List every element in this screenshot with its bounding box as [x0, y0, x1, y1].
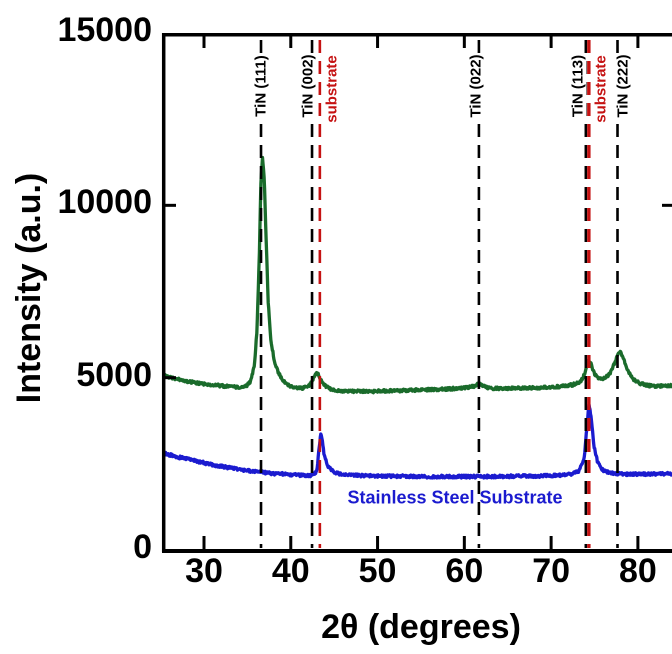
y-axis-title: Intensity (a.u.) — [10, 172, 48, 404]
curve-tin-coating — [164, 155, 672, 395]
substrate-annotation: Stainless Steel Substrate — [347, 487, 563, 508]
x-axis-title: 2θ (degrees) — [321, 608, 521, 646]
curve-stainless-steel-substrate — [164, 402, 672, 480]
